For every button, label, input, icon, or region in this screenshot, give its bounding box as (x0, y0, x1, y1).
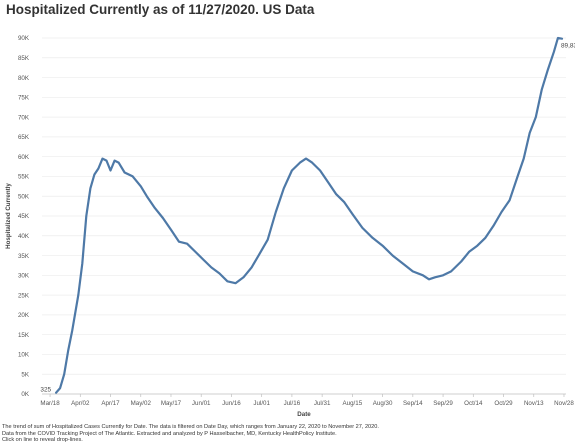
x-tick-label: Nov/13 (524, 400, 544, 407)
y-tick-label: 15K (18, 332, 30, 339)
x-tick-label: Oct/14 (464, 400, 483, 407)
x-axis-title: Date (297, 411, 311, 418)
x-tick-label: Jul/16 (284, 400, 301, 407)
y-tick-label: 40K (18, 233, 30, 240)
x-tick-label: Jun/16 (222, 400, 241, 407)
data-label: 325 (40, 387, 51, 394)
x-tick-label: May/17 (161, 400, 182, 407)
data-labels: 325 89,834 (40, 43, 575, 394)
x-tick-label: Mar/18 (40, 400, 60, 407)
y-tick-label: 30K (18, 273, 30, 280)
y-tick-label: 65K (18, 134, 30, 141)
y-tick-label: 75K (18, 95, 30, 102)
gridlines (42, 37, 566, 375)
x-tick-label: May/02 (131, 400, 152, 407)
x-tick-label: Oct/29 (494, 400, 513, 407)
x-tick-label: Sep/14 (403, 400, 423, 407)
data-label: 89,834 (561, 43, 575, 50)
y-tick-label: 60K (18, 154, 30, 161)
x-tick-label: Jun/01 (192, 400, 211, 407)
x-tick-label: Aug/30 (373, 400, 393, 407)
y-tick-label: 90K (18, 35, 30, 42)
y-tick-label: 5K (21, 371, 29, 378)
x-tick-label: Apr/02 (71, 400, 90, 407)
y-tick-label: 70K (18, 114, 30, 121)
footer-notes: The trend of sum of Hospitalized Cases C… (2, 424, 379, 444)
x-tick-label: Jul/31 (314, 400, 331, 407)
footer-instruction: Click on line to reveal drop-lines. (2, 437, 83, 443)
y-tick-label: 10K (18, 352, 30, 359)
y-tick-label: 55K (18, 174, 30, 181)
y-tick-label: 85K (18, 55, 30, 62)
y-tick-label: 0K (21, 391, 29, 398)
footer-description: The trend of sum of Hospitalized Cases C… (2, 424, 379, 430)
x-tick-label: Apr/17 (101, 400, 120, 407)
y-axis-title: Hospitalized Currently (5, 183, 12, 249)
y-tick-label: 45K (18, 213, 30, 220)
x-tick-label: Nov/28 (554, 400, 574, 407)
footer-source: Data from the COVID Tracking Project of … (2, 430, 337, 437)
y-tick-label: 35K (18, 253, 30, 260)
x-tick-label: Aug/15 (343, 400, 363, 407)
y-tick-label: 80K (18, 75, 30, 82)
y-axis-ticks: 0K 5K 10K 15K 20K 25K 30K 35K 40K 45K 50K 55K 60K 65K… (18, 35, 30, 398)
chart-title: Hospitalized Currently as of 11/27/2020.… (6, 2, 315, 17)
y-tick-label: 20K (18, 312, 30, 319)
x-tick-label: Jul/01 (253, 400, 270, 407)
x-axis-ticks: Mar/18 Apr/02 Apr/17 May/02 May/17 Jun/01 Jun/… (40, 394, 574, 407)
x-tick-label: Sep/29 (433, 400, 453, 407)
hospitalized-series-line[interactable] (55, 36, 564, 394)
y-tick-label: 25K (18, 292, 30, 299)
y-tick-label: 50K (18, 193, 30, 200)
